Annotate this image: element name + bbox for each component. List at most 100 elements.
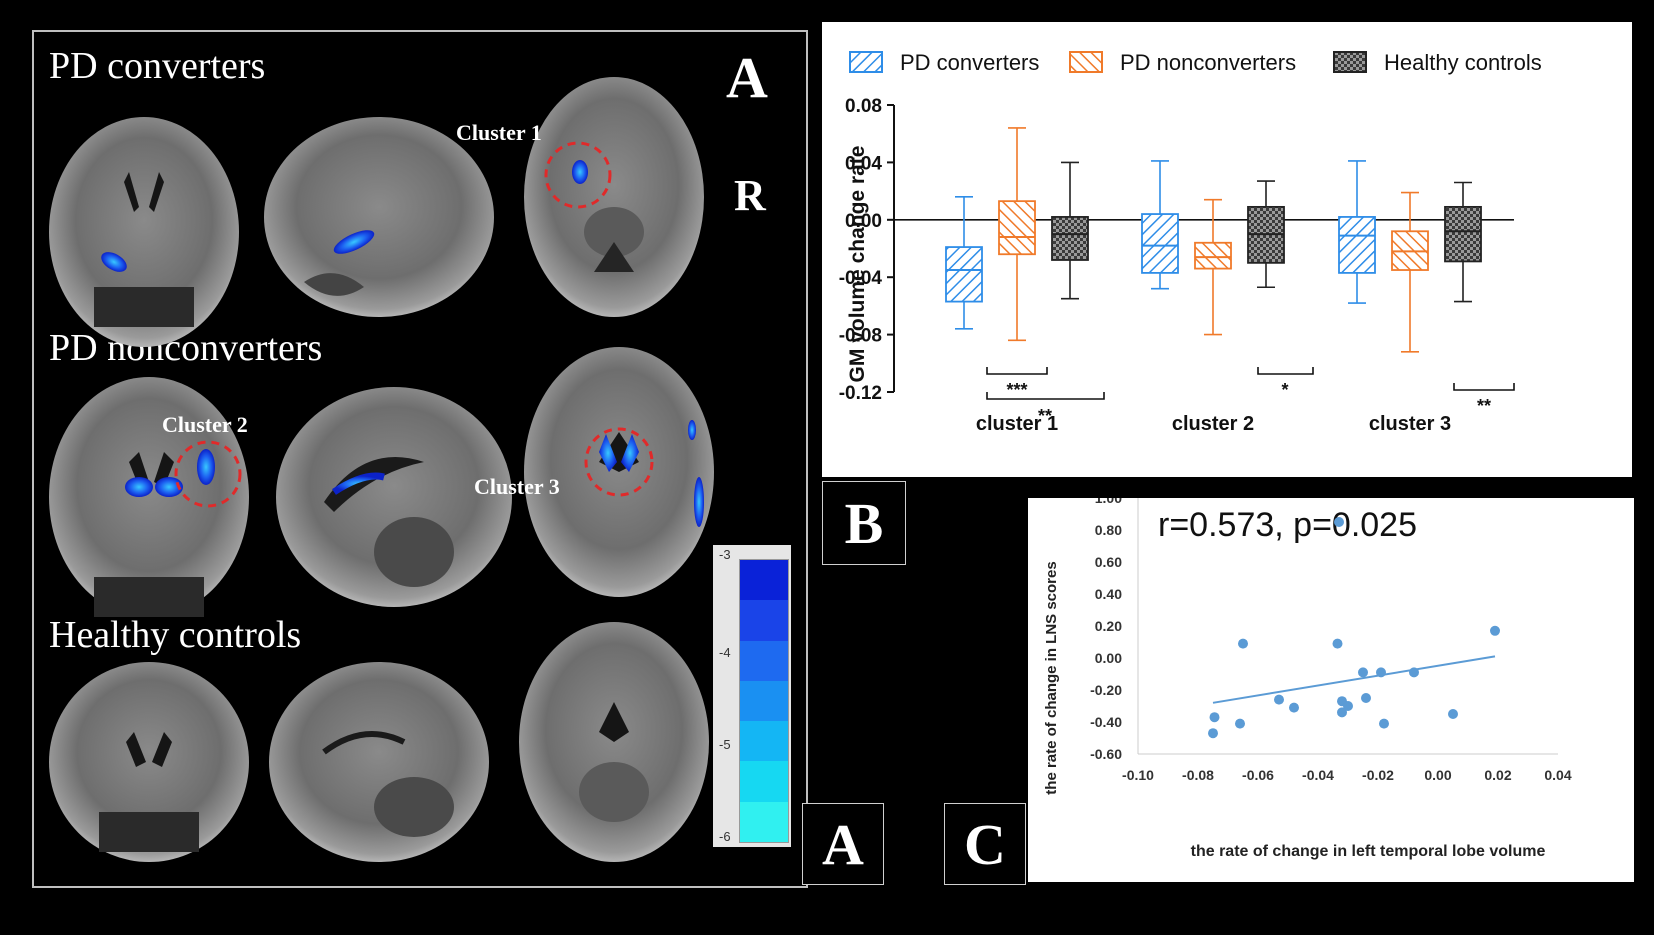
scatter-point bbox=[1337, 707, 1347, 718]
legend-label-pd-nonconverters: PD nonconverters bbox=[1120, 50, 1296, 75]
scatter-y-tick-label: -0.60 bbox=[1090, 746, 1122, 762]
scatter-x-tick-label: -0.06 bbox=[1242, 767, 1274, 783]
scatter-point bbox=[1379, 718, 1389, 729]
sig-label-3: * bbox=[1281, 380, 1288, 400]
scatter-y-tick-label: 0.60 bbox=[1095, 554, 1122, 570]
scatter-fit-line bbox=[1212, 655, 1496, 704]
box-pd-nonconverters-cluster-1 bbox=[998, 127, 1036, 342]
colorbar-segment bbox=[740, 680, 788, 722]
sig-bracket-4 bbox=[1453, 383, 1515, 391]
boxplot-category-label: cluster 2 bbox=[1172, 413, 1254, 435]
panel-b-boxplot: PD converters PD nonconverters Healthy c… bbox=[822, 22, 1632, 477]
scatter-point bbox=[1490, 625, 1500, 636]
legend-label-healthy-controls: Healthy controls bbox=[1384, 50, 1542, 75]
scatter-point bbox=[1334, 517, 1344, 527]
panel-letter-a-top: A bbox=[726, 45, 768, 110]
panel-letter-a-bottom: A bbox=[822, 811, 864, 877]
box-body bbox=[998, 200, 1036, 256]
sagittal-slice-row1 bbox=[264, 117, 494, 317]
boxplot-y-axis-label: GM volume change rate bbox=[846, 146, 869, 383]
panel-c-scatter: r=0.573, p=0.025 the rate of change in L… bbox=[1028, 490, 1634, 882]
cluster-2-label: Cluster 2 bbox=[162, 412, 248, 437]
panel-letter-b-box: B bbox=[822, 481, 906, 565]
colorbar-tick-3: -5 bbox=[719, 737, 731, 752]
sagittal-slice-row2 bbox=[276, 387, 512, 607]
scatter-y-tick-label: 0.40 bbox=[1095, 586, 1122, 602]
sig-bracket-2 bbox=[986, 392, 1105, 400]
boxplot-y-tick-label: 0.04 bbox=[845, 153, 882, 174]
scatter-annotation: r=0.573, p=0.025 bbox=[1158, 506, 1417, 544]
scatter-point bbox=[1409, 667, 1419, 678]
coronal-slice-row2 bbox=[49, 377, 249, 617]
scatter-point bbox=[1332, 638, 1343, 649]
scatter-x-tick-label: -0.10 bbox=[1122, 767, 1154, 783]
box-pd-nonconverters-cluster-2 bbox=[1194, 198, 1232, 336]
box-body bbox=[1141, 213, 1179, 274]
boxplot-y-tick-label: 0.00 bbox=[845, 211, 882, 232]
scatter-point bbox=[1209, 712, 1220, 723]
sig-bracket-3 bbox=[1257, 367, 1314, 375]
panel-letter-c-box: C bbox=[944, 803, 1026, 885]
box-pd-nonconverters-cluster-3 bbox=[1391, 191, 1429, 353]
boxplot-y-tick-label: -0.04 bbox=[839, 268, 883, 289]
scatter-point bbox=[1358, 667, 1368, 678]
panel-letter-c: C bbox=[964, 811, 1006, 877]
sagittal-slice-row3 bbox=[269, 662, 489, 862]
scatter-x-axis-label: the rate of change in left temporal lobe… bbox=[1191, 843, 1546, 860]
row-title-healthy-controls: Healthy controls bbox=[49, 614, 302, 656]
colorbar-tick-2: -4 bbox=[719, 645, 731, 660]
panel-letter-b: B bbox=[844, 490, 884, 556]
box-pd-converters-cluster-1 bbox=[945, 196, 983, 330]
sig-label-2: ** bbox=[1038, 406, 1052, 426]
box-healthy-controls-cluster-3 bbox=[1444, 181, 1482, 303]
scatter-chart: r=0.573, p=0.025 the rate of change in L… bbox=[1043, 490, 1572, 860]
box-body bbox=[1194, 241, 1232, 270]
row-title-pd-converters: PD converters bbox=[49, 45, 266, 87]
colorbar-segment bbox=[740, 761, 788, 802]
panel-letter-a-bottom-box: A bbox=[802, 803, 884, 885]
scatter-point bbox=[1361, 693, 1371, 703]
scatter-y-tick-label: 0.20 bbox=[1095, 618, 1122, 634]
scatter-x-tick-label: -0.08 bbox=[1182, 767, 1214, 783]
colorbar-segment bbox=[740, 560, 788, 601]
boxplot-y-tick-label: -0.08 bbox=[839, 326, 882, 347]
colorbar-strip bbox=[739, 559, 789, 843]
scatter-x-tick-label: 0.00 bbox=[1424, 767, 1451, 783]
box-healthy-controls-cluster-1 bbox=[1051, 161, 1089, 300]
boxplot-y-tick-label: -0.12 bbox=[839, 383, 882, 404]
boxplot-chart: PD converters PD nonconverters Healthy c… bbox=[839, 50, 1542, 435]
colorbar-tick-1: -3 bbox=[719, 547, 731, 562]
scatter-x-tick-label: -0.04 bbox=[1302, 767, 1334, 783]
colorbar-segment bbox=[740, 721, 788, 762]
axial-slice-row1 bbox=[524, 77, 704, 317]
legend-label-pd-converters: PD converters bbox=[900, 50, 1039, 75]
scatter-x-tick-label: -0.02 bbox=[1362, 767, 1394, 783]
scatter-y-tick-label: 0.80 bbox=[1095, 522, 1122, 538]
legend-swatch-pd-nonconverters bbox=[1069, 51, 1103, 73]
boxplot-category-label: cluster 3 bbox=[1369, 413, 1451, 435]
colorbar-segment bbox=[740, 640, 788, 681]
scatter-point bbox=[1343, 701, 1353, 711]
scatter-x-tick-label: 0.02 bbox=[1484, 767, 1511, 783]
sig-label-1: *** bbox=[1006, 380, 1027, 400]
scatter-point bbox=[1208, 728, 1218, 739]
scatter-point bbox=[1376, 667, 1386, 678]
colorbar-segment bbox=[740, 801, 788, 842]
scatter-y-tick-label: 1.00 bbox=[1095, 498, 1122, 506]
axial-slice-row2 bbox=[524, 347, 714, 597]
cluster-1-label: Cluster 1 bbox=[456, 120, 542, 145]
box-body bbox=[1444, 205, 1482, 263]
legend-swatch-pd-converters bbox=[849, 51, 883, 73]
colorbar: -3 -4 -5 -6 bbox=[713, 545, 791, 847]
scatter-y-tick-label: -0.20 bbox=[1090, 682, 1122, 698]
coronal-slice-row1 bbox=[44, 112, 244, 347]
brain-slices bbox=[44, 77, 714, 862]
sig-label-4: ** bbox=[1477, 396, 1491, 416]
scatter-x-tick-label: 0.04 bbox=[1544, 767, 1571, 783]
box-pd-converters-cluster-3 bbox=[1338, 160, 1376, 304]
boxplot-y-tick-label: 0.08 bbox=[845, 96, 882, 117]
scatter-y-axis-label: the rate of change in LNS scores bbox=[1043, 561, 1060, 794]
legend-swatch-healthy-controls bbox=[1333, 51, 1367, 73]
colorbar-tick-4: -6 bbox=[719, 829, 731, 844]
scatter-point bbox=[1289, 702, 1299, 713]
